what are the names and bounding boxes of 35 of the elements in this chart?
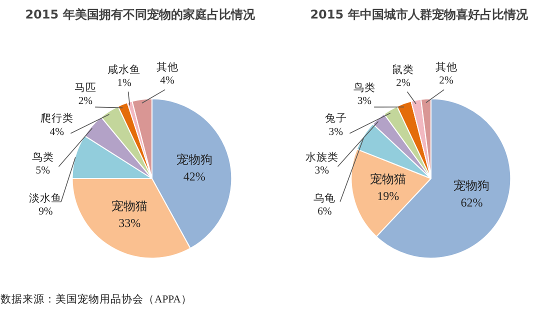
data-label: 3% [328,126,344,138]
slice-label: 淡水鱼 [29,192,62,205]
slice-label: 其他 [435,60,458,74]
data-label: 1% [117,78,132,90]
data-label: 42% [183,170,206,184]
slice-label: 鸟类 [32,150,54,164]
slice-label: 宠物猫 [112,199,148,214]
slice-label: 宠物狗 [454,178,490,192]
chart-title: 2015 年中国城市人群宠物喜好占比情况 [310,8,529,22]
slice-label: 鼠类 [392,62,414,76]
data-label: 2% [78,96,93,108]
data-label: 3% [314,166,330,177]
slice-label: 鸟类 [353,80,376,94]
data-label: 5% [36,166,50,177]
slice-label: 乌龟 [314,192,336,205]
data-label: 3% [357,96,372,108]
data-label: 2% [396,78,410,90]
slice-label: 水族类 [305,150,338,164]
slice-label: 其他 [156,60,178,74]
slice-label: 宠物狗 [176,152,212,167]
source-note: 数据来源：美国宠物用品协会（APPA） [0,292,192,306]
slice-label: 宠物猫 [370,172,406,186]
data-label: 6% [318,206,332,218]
data-label: 9% [38,206,53,218]
slice-label: 兔子 [324,112,347,125]
slice-label: 咸水鱼 [108,62,141,76]
data-label: 33% [118,216,141,230]
chart-title: 2015 年美国拥有不同宠物的家庭占比情况 [25,8,256,22]
data-label: 62% [460,195,483,210]
data-label: 4% [50,126,64,138]
data-label: 19% [377,189,400,204]
slice-label: 马匹 [74,82,96,94]
data-label: 4% [160,76,174,87]
slice-label: 爬行类 [40,112,74,125]
data-label: 2% [439,76,454,87]
